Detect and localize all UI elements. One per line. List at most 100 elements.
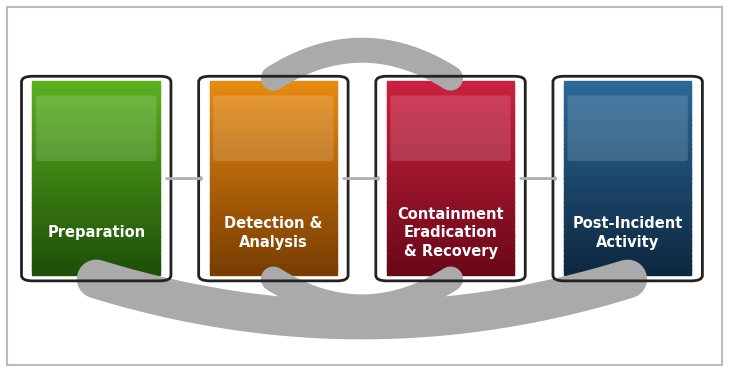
Text: Detection &
Analysis: Detection & Analysis <box>225 216 322 250</box>
Bar <box>33 163 160 169</box>
Bar <box>564 206 691 212</box>
Bar <box>33 115 160 121</box>
Bar <box>564 187 691 193</box>
Bar <box>564 95 691 101</box>
Bar <box>564 211 691 217</box>
Bar <box>386 206 514 212</box>
Bar <box>386 139 514 145</box>
Bar <box>209 124 337 130</box>
Bar <box>386 86 514 92</box>
Bar <box>564 168 691 174</box>
Bar <box>386 260 514 266</box>
Bar <box>33 81 160 87</box>
FancyBboxPatch shape <box>36 96 157 161</box>
Bar <box>564 255 691 261</box>
Bar <box>33 202 160 208</box>
Bar <box>209 90 337 96</box>
Bar <box>564 129 691 135</box>
Bar <box>33 158 160 164</box>
Bar <box>33 260 160 266</box>
Bar <box>386 235 514 241</box>
Bar <box>33 264 160 270</box>
Bar <box>564 173 691 179</box>
Bar <box>564 235 691 241</box>
Bar <box>386 221 514 227</box>
Bar <box>386 148 514 154</box>
Bar <box>209 95 337 101</box>
Bar <box>386 202 514 208</box>
Bar <box>209 192 337 198</box>
Bar <box>209 206 337 212</box>
Bar <box>209 231 337 237</box>
Bar <box>564 105 691 111</box>
Bar <box>209 168 337 174</box>
Bar <box>209 129 337 135</box>
Bar <box>564 202 691 208</box>
Bar <box>564 134 691 140</box>
Bar <box>564 221 691 227</box>
Bar <box>386 250 514 256</box>
Bar <box>564 124 691 130</box>
Bar <box>209 148 337 154</box>
Bar <box>386 119 514 125</box>
Bar <box>209 105 337 111</box>
Bar <box>564 100 691 106</box>
Bar <box>386 269 514 275</box>
Bar <box>33 216 160 222</box>
Bar <box>564 177 691 183</box>
Bar <box>33 255 160 261</box>
Text: Containment
Eradication
& Recovery: Containment Eradication & Recovery <box>397 206 504 259</box>
Bar <box>209 250 337 256</box>
Bar <box>386 231 514 237</box>
Bar <box>33 153 160 159</box>
Bar <box>33 231 160 237</box>
Bar <box>386 129 514 135</box>
Bar <box>386 144 514 150</box>
Bar <box>564 197 691 203</box>
Bar <box>564 115 691 121</box>
Bar <box>209 182 337 188</box>
Bar <box>386 134 514 140</box>
Bar <box>33 226 160 232</box>
Bar <box>386 182 514 188</box>
Bar <box>209 119 337 125</box>
Bar <box>209 211 337 217</box>
Bar <box>386 240 514 246</box>
Bar <box>386 216 514 222</box>
Bar <box>33 245 160 251</box>
Bar <box>386 158 514 164</box>
Bar <box>386 197 514 203</box>
Bar <box>386 173 514 179</box>
Bar <box>209 163 337 169</box>
Bar <box>33 192 160 198</box>
FancyBboxPatch shape <box>567 96 688 161</box>
Bar <box>209 81 337 87</box>
Bar <box>386 264 514 270</box>
Bar <box>33 173 160 179</box>
Bar <box>564 153 691 159</box>
Bar <box>209 177 337 183</box>
Bar <box>386 187 514 193</box>
Bar <box>33 144 160 150</box>
Bar <box>564 192 691 198</box>
Bar <box>33 240 160 246</box>
Bar <box>564 110 691 116</box>
Bar <box>33 100 160 106</box>
Bar <box>209 110 337 116</box>
Bar <box>386 211 514 217</box>
Bar <box>33 197 160 203</box>
Bar <box>33 119 160 125</box>
Bar <box>564 216 691 222</box>
Bar <box>386 245 514 251</box>
Bar <box>386 124 514 130</box>
Bar <box>33 168 160 174</box>
Bar <box>386 192 514 198</box>
Bar <box>564 269 691 275</box>
Bar <box>564 148 691 154</box>
Text: Post-Incident
Activity: Post-Incident Activity <box>572 216 683 250</box>
Bar <box>33 269 160 275</box>
Bar <box>209 115 337 121</box>
Bar <box>33 206 160 212</box>
Bar <box>209 202 337 208</box>
Bar <box>386 115 514 121</box>
